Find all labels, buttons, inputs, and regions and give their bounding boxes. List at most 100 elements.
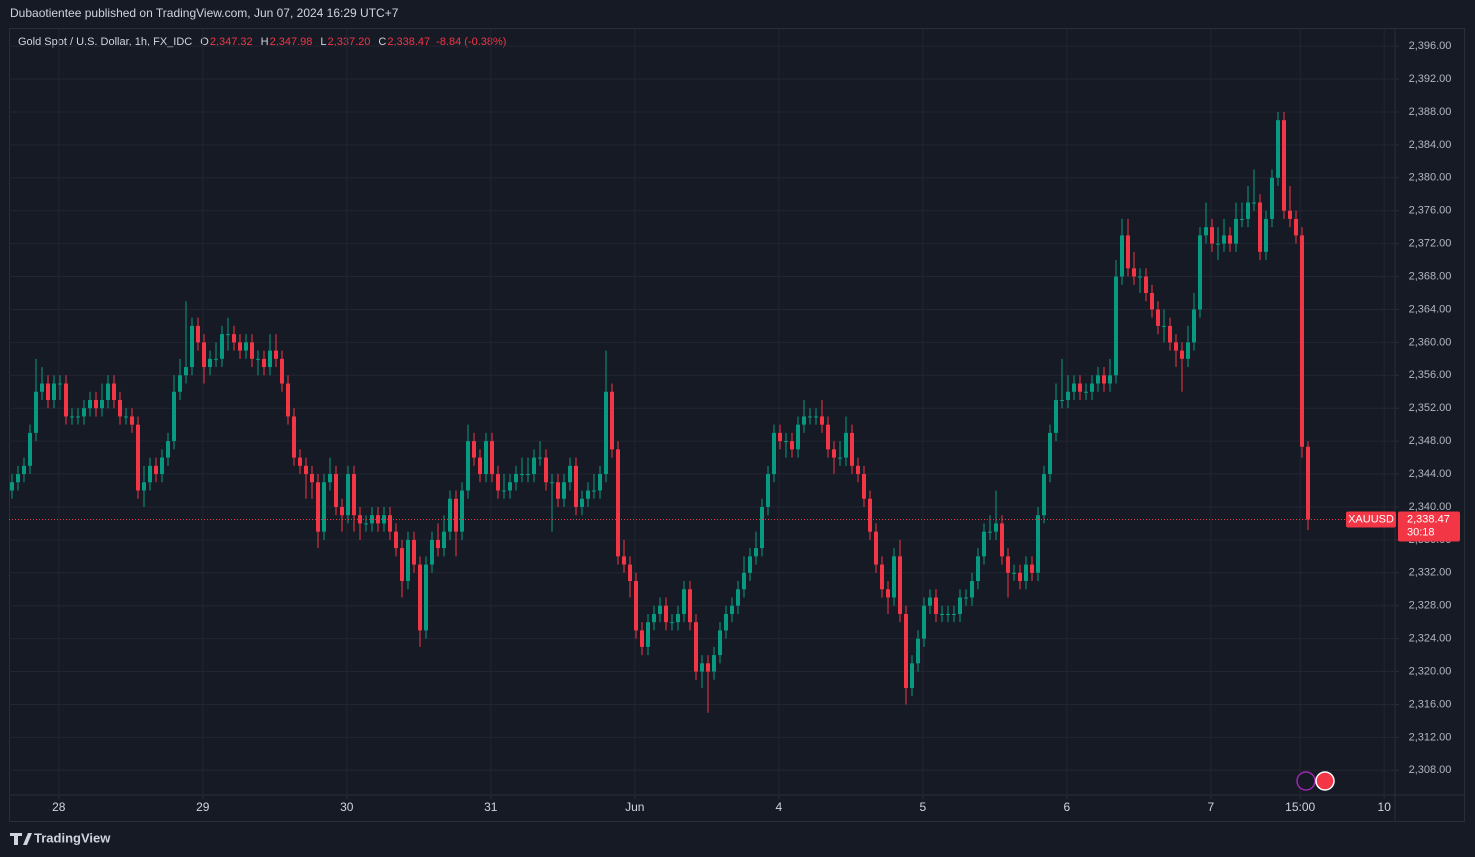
candle-body	[988, 531, 992, 533]
x-tick-label: 10	[1378, 800, 1392, 814]
candle-body	[982, 531, 986, 557]
candle-body	[754, 548, 758, 557]
candle-body	[280, 358, 284, 384]
legend-h-label: H	[261, 36, 269, 48]
candle-body	[976, 556, 980, 582]
candle-body	[508, 482, 512, 491]
candle-body	[856, 465, 860, 475]
candle-body	[826, 424, 830, 450]
candle-body	[58, 383, 62, 385]
candle-body	[850, 432, 854, 466]
candle-body	[226, 334, 230, 336]
candle-body	[1054, 399, 1058, 433]
candle-body	[1156, 309, 1160, 326]
candle-body	[766, 474, 770, 507]
y-tick-label: 2,324.00	[1409, 633, 1452, 645]
candle-body	[418, 564, 422, 631]
candle-body	[178, 375, 182, 392]
candle-body	[40, 383, 44, 392]
candle-body	[1042, 474, 1046, 516]
flag-icon[interactable]	[1315, 771, 1335, 791]
y-tick-label: 2,392.00	[1409, 73, 1452, 85]
candle-body	[394, 531, 398, 549]
countdown-label: 30:18	[1407, 526, 1435, 538]
y-tick-label: 2,396.00	[1409, 40, 1452, 52]
candle-body	[580, 498, 584, 507]
candle-body	[664, 605, 668, 623]
y-tick-label: 2,380.00	[1409, 172, 1452, 184]
candle-body	[646, 622, 650, 647]
y-tick-label: 2,364.00	[1409, 303, 1452, 315]
candle-body	[76, 416, 80, 418]
candle-body	[1264, 218, 1268, 252]
candle-body	[124, 416, 128, 418]
candle-body	[1144, 276, 1148, 293]
candle-body	[1120, 235, 1124, 277]
candle-body	[1012, 572, 1016, 574]
candle-body	[1198, 235, 1202, 310]
candle-body	[1078, 383, 1082, 392]
candle-body	[70, 416, 74, 418]
candle-body	[148, 465, 152, 483]
y-tick-label: 2,352.00	[1409, 402, 1452, 414]
candle-body	[652, 613, 656, 623]
candle-body	[1150, 292, 1154, 310]
candle-body	[1126, 235, 1130, 269]
candle-body	[412, 539, 416, 565]
candle-body	[88, 399, 92, 409]
candle-body	[790, 441, 794, 450]
candle-body	[1162, 325, 1166, 327]
candle-body	[514, 474, 518, 483]
candle-body	[406, 539, 410, 582]
y-tick-label: 2,308.00	[1409, 764, 1452, 776]
candle-body	[442, 531, 446, 549]
y-tick-label: 2,376.00	[1409, 205, 1452, 217]
candle-body	[784, 441, 788, 443]
candle-body	[778, 432, 782, 442]
candle-body	[1132, 268, 1136, 277]
candle-body	[1234, 218, 1238, 244]
axes: 2,308.00 2,312.00 2,316.00 2,320.00 2,324.00…	[52, 40, 1460, 814]
candle-body	[136, 424, 140, 491]
candle-body	[232, 334, 236, 343]
candle-body	[550, 482, 554, 484]
candle-body	[694, 622, 698, 672]
candle-body	[166, 441, 170, 458]
candle-body	[1060, 399, 1064, 401]
candle-body	[334, 474, 338, 507]
x-tick-label: 29	[196, 800, 210, 814]
candle-body	[640, 630, 644, 647]
candle-body	[1108, 375, 1112, 384]
candle-body	[28, 432, 32, 466]
event-icon[interactable]	[1296, 771, 1316, 791]
candle-body	[676, 613, 680, 623]
candle-body	[1216, 243, 1220, 245]
candle-body	[52, 383, 56, 400]
candle-body	[22, 465, 26, 475]
candle-body	[1204, 227, 1208, 236]
candle-body	[586, 490, 590, 499]
candle-body	[1096, 375, 1100, 384]
footer-brand: TradingView	[34, 830, 111, 845]
candle-body	[10, 482, 14, 491]
candle-body	[106, 383, 110, 400]
candle-body	[454, 498, 458, 532]
candle-body	[286, 383, 290, 417]
candle-body	[994, 523, 998, 532]
candle-body	[262, 358, 266, 368]
candle-body	[742, 572, 746, 590]
candle-body	[1288, 210, 1292, 219]
candle-body	[1246, 202, 1250, 219]
candle-body	[760, 506, 764, 549]
candle-body	[880, 564, 884, 590]
candle-body	[340, 506, 344, 516]
candle-body	[688, 589, 692, 623]
candle-body	[1240, 218, 1244, 220]
candle-body	[940, 613, 944, 615]
candle-body	[970, 581, 974, 598]
candle-body	[64, 383, 68, 417]
candle-body	[682, 589, 686, 614]
candle-body	[544, 457, 548, 483]
candle-body	[952, 613, 956, 615]
